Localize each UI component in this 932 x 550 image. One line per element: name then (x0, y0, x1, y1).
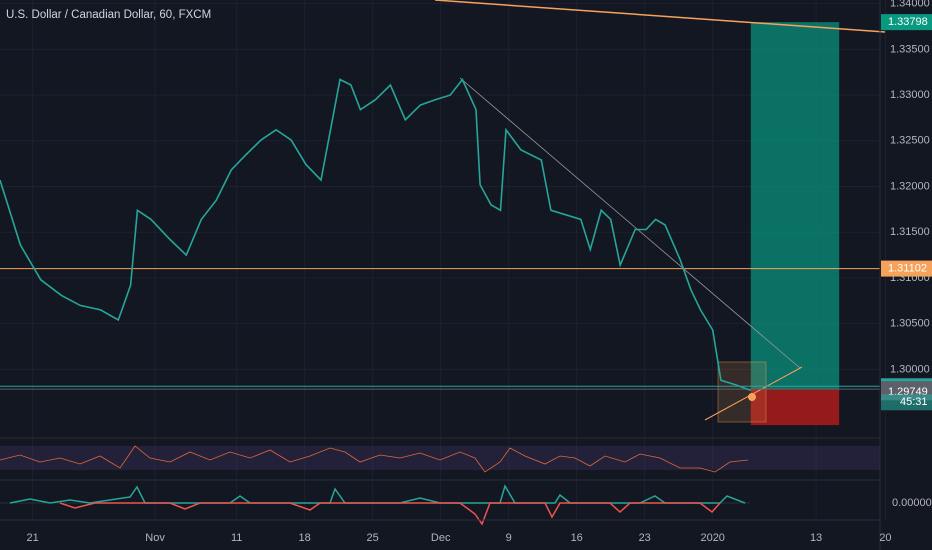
x-tick-label: 16 (571, 532, 583, 544)
price-tag-label: 1.33798 (888, 16, 928, 28)
x-tick-label: 2020 (700, 532, 724, 544)
x-tick-label: 25 (367, 532, 379, 544)
grid (0, 0, 886, 520)
y-tick-label: 1.34000 (890, 0, 930, 10)
loss-zone (750, 389, 840, 426)
price-line-series (0, 77, 752, 392)
anchor-point (748, 393, 756, 401)
rsi-band (0, 446, 880, 470)
y-tick-label: 1.30500 (890, 318, 930, 330)
y-tick-label: 1.33000 (890, 89, 930, 101)
trend-line (459, 77, 801, 369)
x-tick-label: 23 (639, 532, 651, 544)
y-tick-label: 1.32000 (890, 180, 930, 192)
price-tag (881, 14, 932, 31)
axes: 1.34000 1.33500 1.33000 1.32500 1.32000 1.315… (27, 0, 932, 544)
x-tick-label: 21 (27, 532, 39, 544)
countdown-label: 45:31 (900, 396, 928, 408)
position-tool (750, 22, 840, 426)
trend-line (434, 0, 886, 33)
x-tick-label: 18 (299, 532, 311, 544)
y-tick-label: 1.30000 (890, 363, 930, 375)
price-plot (0, 77, 880, 392)
x-tick-label: 11 (231, 532, 242, 544)
price-tag-label: 1.31102 (888, 263, 927, 275)
x-tick-label: 13 (810, 532, 822, 544)
highlight-box (717, 361, 767, 423)
price-tag (881, 260, 932, 277)
x-tick-label: 9 (506, 532, 512, 544)
x-tick-label: Dec (431, 532, 451, 544)
rsi-line (0, 445, 749, 473)
histogram-neg (59, 502, 721, 526)
chart-title: U.S. Dollar / Canadian Dollar, 60, FXCM (6, 9, 211, 21)
y-tick-label: 1.31500 (890, 226, 930, 238)
profit-zone (750, 22, 840, 390)
indicator-tick-label: 0.00000 (892, 497, 932, 509)
countdown-tag (881, 394, 932, 411)
y-tick-label: 1.32500 (890, 135, 930, 147)
x-tick-label: 20 (879, 532, 891, 544)
y-tick-label: 1.33500 (890, 43, 930, 55)
x-tick-label: Nov (145, 532, 165, 544)
